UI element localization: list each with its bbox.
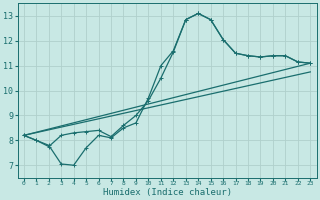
- X-axis label: Humidex (Indice chaleur): Humidex (Indice chaleur): [103, 188, 232, 197]
